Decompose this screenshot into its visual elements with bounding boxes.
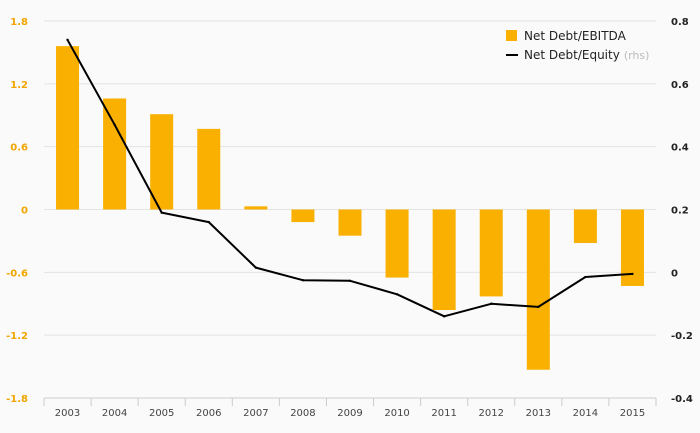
- y-right-tick-label: -0.4: [671, 394, 693, 405]
- x-tick-label: 2006: [196, 408, 221, 419]
- x-tick-label: 2012: [479, 408, 504, 419]
- line-point-2009: [348, 279, 352, 283]
- y-right-tick-label: 0.8: [671, 17, 689, 28]
- line-point-2013: [537, 305, 540, 309]
- bar-2008: [291, 209, 315, 223]
- y-right-tick-label: 0.6: [671, 80, 689, 91]
- y-left-tick-label: -1.8: [6, 394, 28, 405]
- x-tick-label: 2003: [55, 408, 80, 419]
- legend-line-name: Net Debt/Equity: [524, 48, 620, 62]
- legend-label-line: Net Debt/Equity (rhs): [524, 48, 649, 62]
- y-right-tick-label: -0.2: [671, 331, 693, 342]
- x-tick-label: 2014: [573, 408, 598, 419]
- line-point-2011: [442, 315, 446, 318]
- x-tick-label: 2007: [243, 408, 268, 419]
- bar-2004: [103, 98, 127, 210]
- y-right-tick-label: 0: [671, 268, 678, 279]
- line-point-2008: [301, 278, 305, 282]
- y-left-tick-label: 1.2: [10, 80, 28, 91]
- line-point-2012: [490, 302, 493, 305]
- x-tick-label: 2010: [384, 408, 409, 419]
- y-right-tick-label: 0.4: [671, 143, 689, 154]
- x-tick-label: 2005: [149, 408, 174, 419]
- line-point-2005: [160, 211, 163, 214]
- bar-series: [56, 46, 644, 370]
- bar-2006: [197, 128, 221, 210]
- bar-2014: [573, 209, 597, 244]
- line-point-2007: [254, 266, 258, 269]
- bar-2013: [526, 209, 550, 370]
- x-tick-label: 2004: [102, 408, 127, 419]
- line-point-2010: [395, 293, 399, 296]
- y-left-tick-label: 0: [21, 206, 28, 217]
- legend-label-bar: Net Debt/EBITDA: [524, 29, 627, 43]
- bar-2012: [479, 209, 503, 297]
- x-tick-label: 2015: [620, 408, 645, 419]
- legend-line-note: (rhs): [624, 49, 650, 62]
- y-left-tick-label: 1.8: [10, 17, 28, 28]
- bar-2015: [620, 209, 644, 286]
- y-left-tick-label: -0.6: [6, 268, 28, 279]
- line-series: [66, 38, 634, 318]
- line-point-2004: [113, 123, 116, 126]
- x-tick-label: 2009: [337, 408, 362, 419]
- bar-2010: [385, 209, 409, 278]
- axes: 1.8 1.2 0.6 0 -0.6 -1.2 -1.8 0.8 0.6 0.4 0.2 0 -0.2 -…: [6, 17, 693, 419]
- line-point-2006: [207, 220, 210, 224]
- bar-2007: [244, 206, 268, 210]
- x-tick-label: 2013: [526, 408, 551, 419]
- x-tick-label: 2008: [290, 408, 315, 419]
- legend-swatch-bar: [506, 30, 517, 41]
- line-point-2014: [584, 275, 587, 279]
- legend: Net Debt/EBITDA Net Debt/Equity (rhs): [506, 29, 649, 62]
- y-right-tick-label: 0.2: [671, 206, 689, 217]
- y-left-tick-label: -1.2: [6, 331, 28, 342]
- line-point-2015: [631, 272, 634, 276]
- line-point-2003: [66, 38, 69, 42]
- bar-2005: [150, 114, 174, 210]
- y-left-tick-label: 0.6: [10, 143, 28, 154]
- x-tick-label: 2011: [431, 408, 456, 419]
- bar-2011: [432, 209, 456, 311]
- bar-2009: [338, 209, 362, 236]
- bar-2003: [56, 46, 80, 210]
